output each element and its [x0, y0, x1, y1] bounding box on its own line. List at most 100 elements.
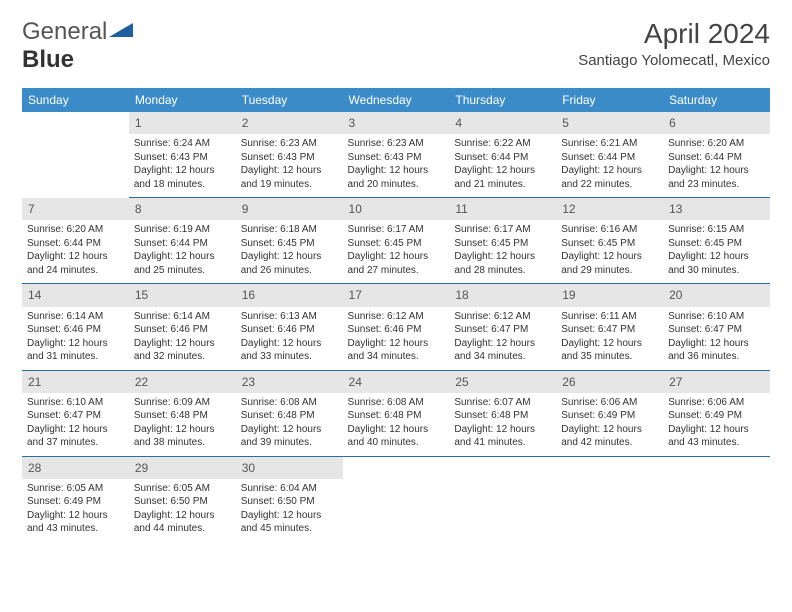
day-cell: Sunrise: 6:21 AMSunset: 6:44 PMDaylight:… — [556, 134, 663, 198]
day-number: 10 — [343, 198, 450, 221]
day-number: 9 — [236, 198, 343, 221]
day-number: 15 — [129, 284, 236, 307]
daynum-row: 78910111213 — [22, 198, 770, 221]
day-number — [343, 456, 450, 479]
day-cell: Sunrise: 6:12 AMSunset: 6:46 PMDaylight:… — [343, 307, 450, 371]
day-cell: Sunrise: 6:23 AMSunset: 6:43 PMDaylight:… — [236, 134, 343, 198]
day-number: 21 — [22, 370, 129, 393]
day-number: 4 — [449, 112, 556, 134]
day-number: 14 — [22, 284, 129, 307]
day-number: 2 — [236, 112, 343, 134]
day-cell: Sunrise: 6:06 AMSunset: 6:49 PMDaylight:… — [663, 393, 770, 457]
day-content-row: Sunrise: 6:24 AMSunset: 6:43 PMDaylight:… — [22, 134, 770, 198]
weekday-header: Friday — [556, 88, 663, 112]
page-header: General Blue April 2024 Santiago Yolomec… — [22, 18, 770, 74]
logo-triangle-icon — [107, 19, 135, 39]
day-number: 18 — [449, 284, 556, 307]
day-number: 1 — [129, 112, 236, 134]
logo-word1: General — [22, 18, 107, 45]
day-content-row: Sunrise: 6:14 AMSunset: 6:46 PMDaylight:… — [22, 307, 770, 371]
header-right: April 2024 Santiago Yolomecatl, Mexico — [578, 18, 770, 69]
day-cell: Sunrise: 6:14 AMSunset: 6:46 PMDaylight:… — [129, 307, 236, 371]
day-number: 3 — [343, 112, 450, 134]
day-number: 8 — [129, 198, 236, 221]
weekday-header: Monday — [129, 88, 236, 112]
logo: General Blue — [22, 18, 135, 74]
day-content-row: Sunrise: 6:10 AMSunset: 6:47 PMDaylight:… — [22, 393, 770, 457]
weekday-header: Wednesday — [343, 88, 450, 112]
day-cell: Sunrise: 6:17 AMSunset: 6:45 PMDaylight:… — [343, 220, 450, 284]
day-number: 16 — [236, 284, 343, 307]
day-number: 20 — [663, 284, 770, 307]
daynum-row: 14151617181920 — [22, 284, 770, 307]
daynum-row: 21222324252627 — [22, 370, 770, 393]
day-cell: Sunrise: 6:05 AMSunset: 6:49 PMDaylight:… — [22, 479, 129, 542]
day-cell: Sunrise: 6:08 AMSunset: 6:48 PMDaylight:… — [236, 393, 343, 457]
day-cell: Sunrise: 6:13 AMSunset: 6:46 PMDaylight:… — [236, 307, 343, 371]
day-number: 26 — [556, 370, 663, 393]
day-cell: Sunrise: 6:05 AMSunset: 6:50 PMDaylight:… — [129, 479, 236, 542]
day-cell: Sunrise: 6:10 AMSunset: 6:47 PMDaylight:… — [663, 307, 770, 371]
day-number — [449, 456, 556, 479]
day-cell: Sunrise: 6:06 AMSunset: 6:49 PMDaylight:… — [556, 393, 663, 457]
day-cell: Sunrise: 6:16 AMSunset: 6:45 PMDaylight:… — [556, 220, 663, 284]
day-cell: Sunrise: 6:19 AMSunset: 6:44 PMDaylight:… — [129, 220, 236, 284]
daynum-row: 282930 — [22, 456, 770, 479]
weekday-header: Tuesday — [236, 88, 343, 112]
day-number — [663, 456, 770, 479]
weekday-header: Thursday — [449, 88, 556, 112]
day-number: 28 — [22, 456, 129, 479]
day-cell: Sunrise: 6:04 AMSunset: 6:50 PMDaylight:… — [236, 479, 343, 542]
day-number: 17 — [343, 284, 450, 307]
day-number — [556, 456, 663, 479]
daynum-row: 123456 — [22, 112, 770, 134]
day-cell — [449, 479, 556, 542]
calendar-body: 123456 Sunrise: 6:24 AMSunset: 6:43 PMDa… — [22, 112, 770, 542]
day-number — [22, 112, 129, 134]
day-cell: Sunrise: 6:24 AMSunset: 6:43 PMDaylight:… — [129, 134, 236, 198]
day-number: 25 — [449, 370, 556, 393]
day-cell: Sunrise: 6:15 AMSunset: 6:45 PMDaylight:… — [663, 220, 770, 284]
day-cell: Sunrise: 6:22 AMSunset: 6:44 PMDaylight:… — [449, 134, 556, 198]
weekday-row: SundayMondayTuesdayWednesdayThursdayFrid… — [22, 88, 770, 112]
weekday-header: Sunday — [22, 88, 129, 112]
day-number: 13 — [663, 198, 770, 221]
day-cell — [556, 479, 663, 542]
calendar-head: SundayMondayTuesdayWednesdayThursdayFrid… — [22, 88, 770, 112]
calendar-table: SundayMondayTuesdayWednesdayThursdayFrid… — [22, 88, 770, 542]
day-number: 6 — [663, 112, 770, 134]
day-cell: Sunrise: 6:11 AMSunset: 6:47 PMDaylight:… — [556, 307, 663, 371]
day-number: 7 — [22, 198, 129, 221]
day-cell — [22, 134, 129, 198]
day-number: 22 — [129, 370, 236, 393]
logo-word2: Blue — [22, 46, 74, 73]
day-cell — [343, 479, 450, 542]
weekday-header: Saturday — [663, 88, 770, 112]
day-cell — [663, 479, 770, 542]
day-cell: Sunrise: 6:20 AMSunset: 6:44 PMDaylight:… — [663, 134, 770, 198]
month-title: April 2024 — [578, 18, 770, 50]
day-number: 11 — [449, 198, 556, 221]
day-cell: Sunrise: 6:18 AMSunset: 6:45 PMDaylight:… — [236, 220, 343, 284]
day-cell: Sunrise: 6:23 AMSunset: 6:43 PMDaylight:… — [343, 134, 450, 198]
day-number: 5 — [556, 112, 663, 134]
day-cell: Sunrise: 6:10 AMSunset: 6:47 PMDaylight:… — [22, 393, 129, 457]
day-number: 30 — [236, 456, 343, 479]
day-cell: Sunrise: 6:09 AMSunset: 6:48 PMDaylight:… — [129, 393, 236, 457]
day-cell: Sunrise: 6:17 AMSunset: 6:45 PMDaylight:… — [449, 220, 556, 284]
day-number: 29 — [129, 456, 236, 479]
day-content-row: Sunrise: 6:20 AMSunset: 6:44 PMDaylight:… — [22, 220, 770, 284]
day-cell: Sunrise: 6:07 AMSunset: 6:48 PMDaylight:… — [449, 393, 556, 457]
location-label: Santiago Yolomecatl, Mexico — [578, 52, 770, 69]
day-cell: Sunrise: 6:20 AMSunset: 6:44 PMDaylight:… — [22, 220, 129, 284]
day-number: 27 — [663, 370, 770, 393]
day-number: 24 — [343, 370, 450, 393]
day-number: 12 — [556, 198, 663, 221]
day-cell: Sunrise: 6:08 AMSunset: 6:48 PMDaylight:… — [343, 393, 450, 457]
day-cell: Sunrise: 6:14 AMSunset: 6:46 PMDaylight:… — [22, 307, 129, 371]
day-number: 23 — [236, 370, 343, 393]
logo-text: General Blue — [22, 18, 135, 74]
day-cell: Sunrise: 6:12 AMSunset: 6:47 PMDaylight:… — [449, 307, 556, 371]
day-number: 19 — [556, 284, 663, 307]
day-content-row: Sunrise: 6:05 AMSunset: 6:49 PMDaylight:… — [22, 479, 770, 542]
